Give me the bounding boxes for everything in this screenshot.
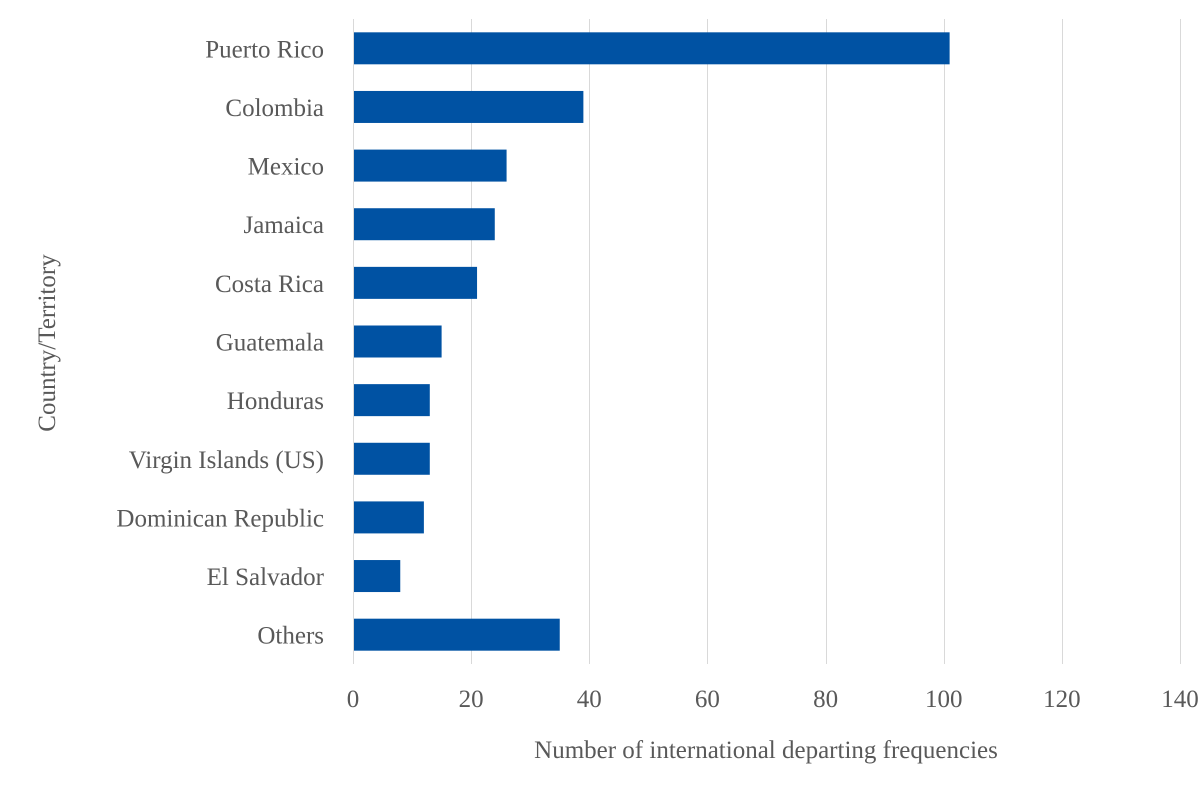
x-tick-label: 40 [577,686,602,713]
x-tick-label: 100 [925,686,963,713]
bar [354,384,430,417]
bar [354,90,584,123]
category-label: Jamaica [243,212,324,239]
gridlines [353,19,1181,664]
bar [354,442,430,475]
bar [354,501,424,534]
category-label: Dominican Republic [116,505,324,532]
x-tick-label: 140 [1161,686,1199,713]
category-label: El Salvador [207,564,325,591]
category-label: Colombia [225,95,324,122]
y-axis-title: Country/Territory [34,254,61,432]
category-label: Guatemala [216,330,324,357]
category-label: Costa Rica [215,271,324,298]
bar [354,325,442,358]
bar [354,266,478,299]
x-tick-label: 0 [347,686,360,713]
category-labels: Puerto Rico Colombia Mexico Jamaica Costa Ri… [116,36,324,649]
category-label: Puerto Rico [205,36,324,63]
bar [354,32,950,65]
x-tick-label: 60 [695,686,720,713]
x-tick-label: 80 [813,686,838,713]
bar [354,560,401,593]
category-label: Honduras [227,388,324,415]
x-tick-label: 120 [1043,686,1081,713]
x-axis-title: Number of international departing freque… [534,737,998,764]
x-tick-label: 20 [459,686,484,713]
category-label: Mexico [248,154,324,181]
bars [354,32,950,651]
bar [354,618,560,651]
category-label: Virgin Islands (US) [129,447,324,474]
bar [354,149,507,182]
bar [354,208,495,241]
category-label: Others [257,623,324,650]
x-tick-labels: 0 20 40 60 80 100 120 140 [347,686,1199,713]
